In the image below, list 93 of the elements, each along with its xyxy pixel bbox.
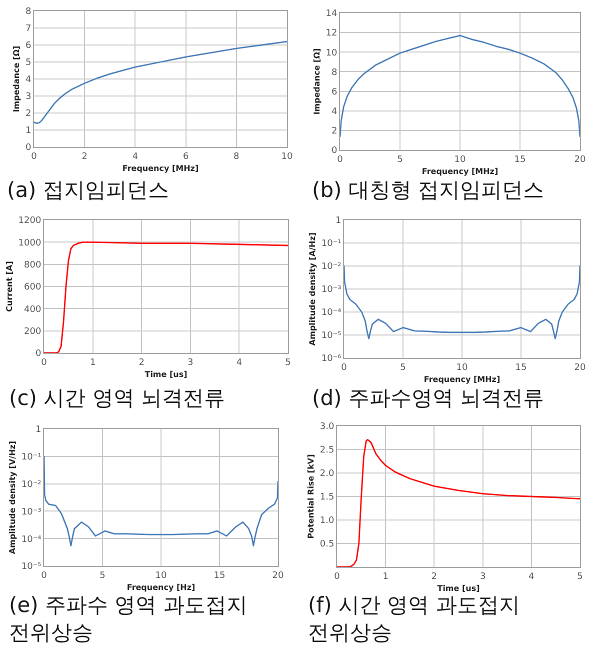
y-tick-label: 0.5 — [320, 540, 334, 550]
x-axis-title: Time [us] — [144, 370, 188, 379]
x-tick-label: 3 — [480, 572, 486, 582]
x-tick-label: 2 — [138, 358, 144, 368]
y-tick-label: 2 — [25, 109, 32, 120]
x-tick-label: 2 — [431, 572, 438, 582]
x-tick-label: 5 — [400, 362, 406, 373]
text: (b) 대칭형 접지임피던스 — [312, 178, 544, 202]
y-tick-label: 4 — [25, 75, 32, 86]
line-series — [337, 438, 580, 567]
y-tick-label: 10⁻⁴ — [21, 534, 42, 545]
y-tick-label: 5 — [25, 58, 32, 68]
y-tick-label: 10⁻¹ — [321, 239, 342, 250]
y-tick-label: 800 — [24, 260, 42, 270]
y-tick-label: 2 — [331, 126, 338, 137]
x-tick-label: 5 — [285, 358, 291, 368]
x-tick-label: 5 — [577, 572, 583, 582]
line-series — [44, 456, 278, 546]
x-tick-label: 4 — [132, 152, 138, 162]
x-tick-label: 1 — [90, 358, 96, 368]
x-tick-label: 20 — [574, 362, 586, 373]
y-tick-label: 10⁻⁴ — [321, 308, 342, 318]
x-axis-title: Frequency [MHz] — [422, 166, 498, 176]
y-tick-label: 6 — [25, 41, 32, 52]
y-tick-label: 10⁻⁵ — [321, 331, 342, 342]
x-tick-label: 4 — [236, 358, 242, 368]
y-tick-label: 1000 — [18, 238, 42, 248]
line-series — [34, 40, 287, 124]
x-tick-label: 2 — [82, 152, 88, 162]
y-tick-label: 10⁻² — [21, 480, 42, 490]
y-tick-label: 8 — [331, 68, 338, 78]
line-series — [44, 241, 288, 353]
text: (f) 시간 영역 과도접지 전위상승 — [308, 593, 520, 644]
y-tick-label: 4 — [331, 107, 338, 118]
x-tick-label: 1 — [382, 572, 388, 582]
y-tick-label: 2.0 — [320, 469, 334, 480]
y-tick-label: 3.0 — [320, 422, 334, 432]
y-axis-title: Potential Rise [kV] — [306, 454, 316, 539]
x-tick-label: 8 — [234, 152, 240, 162]
y-tick-label: 600 — [24, 282, 42, 293]
x-tick-label: 5 — [397, 154, 403, 165]
y-tick-label: 10⁻¹ — [21, 452, 42, 463]
y-tick-label: 10 — [326, 48, 338, 58]
x-tick-label: 15 — [214, 570, 226, 581]
x-axis-title: Frequency [MHz] — [424, 374, 500, 384]
y-tick-label: 10⁻⁶ — [321, 354, 342, 364]
x-tick-label: 6 — [182, 152, 189, 162]
x-tick-label: 3 — [188, 358, 194, 368]
x-tick-label: 15 — [515, 362, 527, 373]
x-tick-label: 4 — [528, 572, 535, 582]
y-tick-label: 3 — [25, 92, 32, 102]
y-axis-title: Impedance [Ω] — [12, 46, 22, 112]
y-tick-label: 2.5 — [320, 446, 334, 456]
x-tick-label: 10 — [155, 570, 167, 581]
x-tick-label: 10 — [456, 362, 468, 373]
x-tick-label: 10 — [281, 152, 293, 162]
line-series — [340, 34, 580, 137]
x-axis-title: Frequency [MHz] — [122, 164, 199, 173]
x-tick-label: 20 — [574, 154, 586, 165]
y-axis-title: Amplitude density [A/Hz] — [308, 232, 318, 346]
y-tick-label: 1 — [35, 425, 42, 436]
y-tick-label: 7 — [25, 24, 32, 34]
y-tick-label: 200 — [24, 326, 42, 337]
y-tick-label: 10⁻³ — [21, 507, 42, 518]
y-tick-label: 14 — [326, 9, 338, 20]
x-tick-label: 15 — [514, 154, 526, 165]
y-tick-label: 6 — [331, 87, 338, 98]
text: (a) 접지임피던스 — [7, 178, 169, 202]
y-tick-label: 10⁻⁵ — [21, 562, 42, 572]
y-tick-label: 0 — [35, 349, 42, 360]
y-tick-label: 1 — [25, 126, 32, 136]
x-axis-title: Frequency [Hz] — [126, 582, 196, 592]
y-tick-label: 1 — [335, 216, 342, 226]
y-tick-label: 1.0 — [320, 516, 334, 526]
x-tick-label: 5 — [100, 570, 106, 581]
line-series — [344, 265, 580, 340]
y-tick-label: 10⁻² — [321, 262, 342, 272]
text: (c) 시간 영역 뇌격전류 — [9, 386, 225, 410]
x-tick-label: 10 — [454, 154, 466, 165]
text: (e) 주파수 영역 과도접지 전위상승 — [9, 593, 248, 644]
text: (d) 주파수영역 뇌격전류 — [312, 386, 544, 410]
y-axis-title: Amplitude density [V/Hz] — [8, 440, 18, 554]
y-axis-title: Current [A] — [4, 261, 14, 312]
y-tick-label: 1.5 — [320, 492, 334, 503]
x-tick-label: 20 — [272, 570, 284, 581]
y-axis-title: Impedance [Ω] — [312, 48, 322, 115]
y-tick-label: 1200 — [18, 216, 42, 226]
x-axis-title: Time [us] — [437, 584, 480, 593]
y-tick-label: 0 — [25, 143, 32, 154]
y-tick-label: 12 — [326, 28, 338, 39]
y-tick-label: 8 — [25, 7, 32, 18]
y-tick-label: 400 — [24, 304, 42, 315]
y-tick-label: 10⁻³ — [321, 285, 342, 296]
